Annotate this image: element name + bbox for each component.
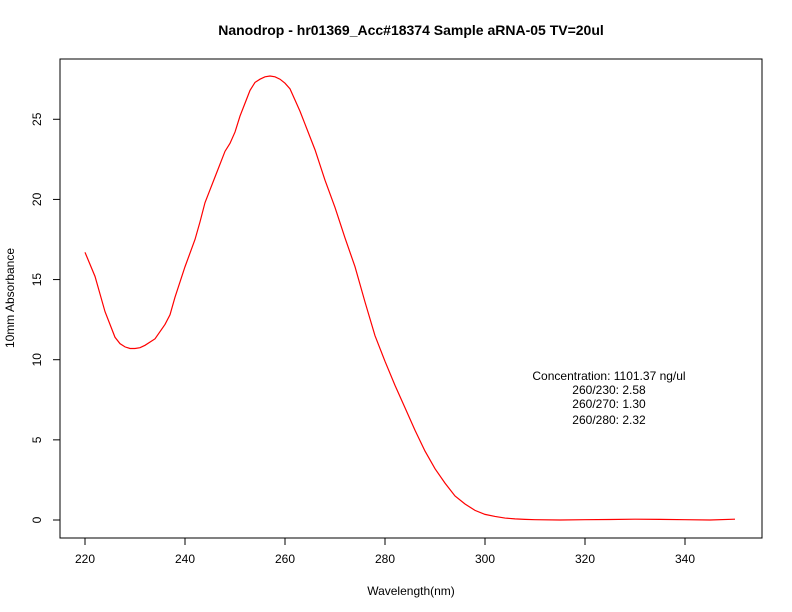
concentration-text: Concentration: 1101.37 ng/ul [532,369,685,383]
y-tick-label: 10 [30,353,44,367]
y-tick-label: 25 [30,112,44,126]
x-tick-label: 280 [375,552,395,566]
x-tick-label: 220 [75,552,95,566]
ratio-260-270-text: 260/270: 1.30 [572,397,646,411]
plot-frame [59,58,763,539]
ratio-260-280-text: 260/280: 2.32 [572,413,646,427]
y-tick-label: 5 [30,436,44,443]
y-tick-label: 0 [30,516,44,523]
x-tick-label: 340 [675,552,695,566]
y-tick-label: 15 [30,273,44,287]
absorbance-line [84,75,736,521]
stats-annotation: Concentration: 1101.37 ng/ul 260/230: 2.… [532,369,685,427]
x-tick-label: 240 [175,552,195,566]
y-axis-label: 10mm Absorbance [3,248,17,348]
ratio-260-230-text: 260/230: 2.58 [572,383,646,397]
y-tick-label: 20 [30,192,44,206]
chart-title: Nanodrop - hr01369_Acc#18374 Sample aRNA… [218,22,604,38]
y-axis: 0 5 10 15 20 25 [30,112,61,523]
x-axis: 220 240 260 280 300 320 340 [75,537,695,566]
x-tick-label: 300 [475,552,495,566]
x-tick-label: 260 [275,552,295,566]
x-axis-label: Wavelength(nm) [367,584,455,598]
x-tick-label: 320 [575,552,595,566]
